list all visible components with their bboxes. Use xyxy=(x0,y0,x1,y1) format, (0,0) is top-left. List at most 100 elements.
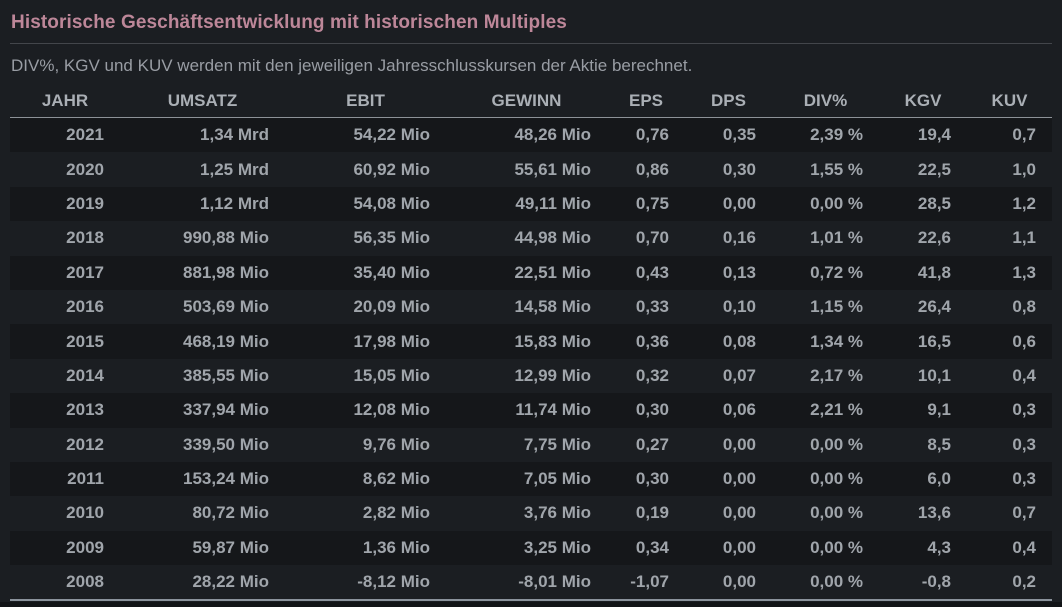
cell: 1,01 % xyxy=(810,228,863,248)
cell: 0,30 xyxy=(635,469,669,489)
cell: 44,98 Mio xyxy=(514,228,591,248)
cell: 59,87 Mio xyxy=(192,537,269,557)
cell: 0,43 xyxy=(635,262,669,282)
cell: 41,8 xyxy=(917,262,951,282)
cell: 26,4 xyxy=(917,297,951,317)
table-row: 2011 153,24 Mio 8,62 Mio 7,05 Mio 0,30 0,00 0,… xyxy=(10,461,1052,497)
cell: 0,19 xyxy=(635,503,669,523)
table-row: 2013 337,94 Mio 12,08 Mio 11,74 Mio 0,30 0,06… xyxy=(10,393,1052,428)
cell: 881,98 Mio xyxy=(183,262,269,282)
cell: 8,5 xyxy=(927,434,951,454)
cell: 0,3 xyxy=(1012,400,1036,420)
cell: 0,06 xyxy=(722,400,756,420)
cell: 0,8 xyxy=(1012,297,1036,317)
column-header-umsatz: UMSATZ xyxy=(120,85,285,118)
cell: 2008 xyxy=(66,572,104,592)
cell: 2019 xyxy=(66,193,104,213)
cell: 1,34 % xyxy=(810,331,863,351)
cell: 48,26 Mio xyxy=(514,125,591,145)
cell: 1,2 xyxy=(1012,193,1036,213)
cell: 3,76 Mio xyxy=(523,503,591,523)
cell: 0,00 % xyxy=(810,503,863,523)
column-header-jahr: JAHR xyxy=(10,85,120,118)
cell: 20,09 Mio xyxy=(353,297,430,317)
cell: 0,6 xyxy=(1012,331,1036,351)
cell: 22,5 xyxy=(917,159,951,179)
cell: 0,00 xyxy=(722,503,756,523)
bottom-filler xyxy=(0,602,1062,607)
cell: 0,10 xyxy=(722,297,756,317)
cell: 2009 xyxy=(66,537,104,557)
cell: 2017 xyxy=(66,262,104,282)
cell: 0,32 xyxy=(635,365,669,385)
table-row: 2009 59,87 Mio 1,36 Mio 3,25 Mio 0,34 0,00 0,0… xyxy=(10,530,1052,566)
cell: 0,34 xyxy=(635,537,669,557)
panel-title: Historische Geschäftsentwicklung mit his… xyxy=(10,10,1052,44)
table-head: JAHR UMSATZ EBIT GEWINN EPS DPS DIV% KGV KUV xyxy=(10,85,1052,118)
cell: 0,00 xyxy=(722,434,756,454)
cell: 0,00 % xyxy=(810,434,863,454)
table-row: 2010 80,72 Mio 2,82 Mio 3,76 Mio 0,19 0,00 0,0… xyxy=(10,496,1052,530)
cell: 60,92 Mio xyxy=(353,159,430,179)
cell: -8,01 Mio xyxy=(518,572,591,592)
cell: 0,00 xyxy=(722,572,756,592)
cell: 0,7 xyxy=(1012,125,1036,145)
cell: 2015 xyxy=(66,331,104,351)
cell: 3,25 Mio xyxy=(523,537,591,557)
cell: 17,98 Mio xyxy=(353,331,430,351)
cell: 12,99 Mio xyxy=(514,365,591,385)
cell: 54,22 Mio xyxy=(353,125,430,145)
cell: 2021 xyxy=(66,125,104,145)
column-header-div: DIV% xyxy=(772,85,879,118)
cell: 385,55 Mio xyxy=(183,365,269,385)
cell: 0,4 xyxy=(1012,537,1036,557)
cell: 80,72 Mio xyxy=(192,503,269,523)
cell: 0,70 xyxy=(635,228,669,248)
cell: 22,6 xyxy=(917,228,951,248)
table-body: 2021 1,34 Mrd 54,22 Mio 48,26 Mio 0,76 0,35 2,… xyxy=(10,117,1052,601)
cell: 19,4 xyxy=(917,125,951,145)
cell: 0,75 xyxy=(635,193,669,213)
cell: 15,05 Mio xyxy=(353,365,430,385)
cell: 16,5 xyxy=(917,331,951,351)
cell: 2,21 % xyxy=(810,400,863,420)
cell: 2013 xyxy=(66,400,104,420)
cell: 22,51 Mio xyxy=(514,262,591,282)
cell: 0,00 % xyxy=(810,572,863,592)
cell: 9,1 xyxy=(927,400,951,420)
cell: 990,88 Mio xyxy=(183,228,269,248)
cell: 10,1 xyxy=(917,365,951,385)
cell: 0,07 xyxy=(722,365,756,385)
cell: 2011 xyxy=(67,469,104,489)
cell: 7,05 Mio xyxy=(523,469,591,489)
table-row: 2016 503,69 Mio 20,09 Mio 14,58 Mio 0,33 0,10… xyxy=(10,290,1052,324)
column-header-ebit: EBIT xyxy=(285,85,446,118)
cell: 14,58 Mio xyxy=(514,297,591,317)
cell: 6,0 xyxy=(927,469,951,489)
panel-subtitle: DIV%, KGV und KUV werden mit den jeweili… xyxy=(11,56,693,75)
cell: 54,08 Mio xyxy=(353,193,430,213)
cell: 1,0 xyxy=(1012,159,1036,179)
cell: 2010 xyxy=(66,503,104,523)
cell: 0,4 xyxy=(1012,365,1036,385)
cell: 0,00 % xyxy=(810,469,863,489)
cell: 0,86 xyxy=(635,159,669,179)
cell: 153,24 Mio xyxy=(183,469,269,489)
cell: 0,76 xyxy=(635,125,669,145)
cell: 2012 xyxy=(66,434,104,454)
column-header-gewinn: GEWINN xyxy=(446,85,607,118)
cell: 2016 xyxy=(66,297,104,317)
cell: 0,3 xyxy=(1012,434,1036,454)
header-row: JAHR UMSATZ EBIT GEWINN EPS DPS DIV% KGV KUV xyxy=(10,85,1052,118)
cell: 339,50 Mio xyxy=(183,434,269,454)
cell: 4,3 xyxy=(927,537,951,557)
cell: 0,7 xyxy=(1012,503,1036,523)
table-row: 2015 468,19 Mio 17,98 Mio 15,83 Mio 0,36 0,08… xyxy=(10,324,1052,359)
cell: 0,2 xyxy=(1012,572,1036,592)
cell: 0,08 xyxy=(722,331,756,351)
cell: 1,15 % xyxy=(810,297,863,317)
cell: 2,82 Mio xyxy=(362,503,430,523)
cell: 28,5 xyxy=(917,193,951,213)
cell: 7,75 Mio xyxy=(523,434,591,454)
